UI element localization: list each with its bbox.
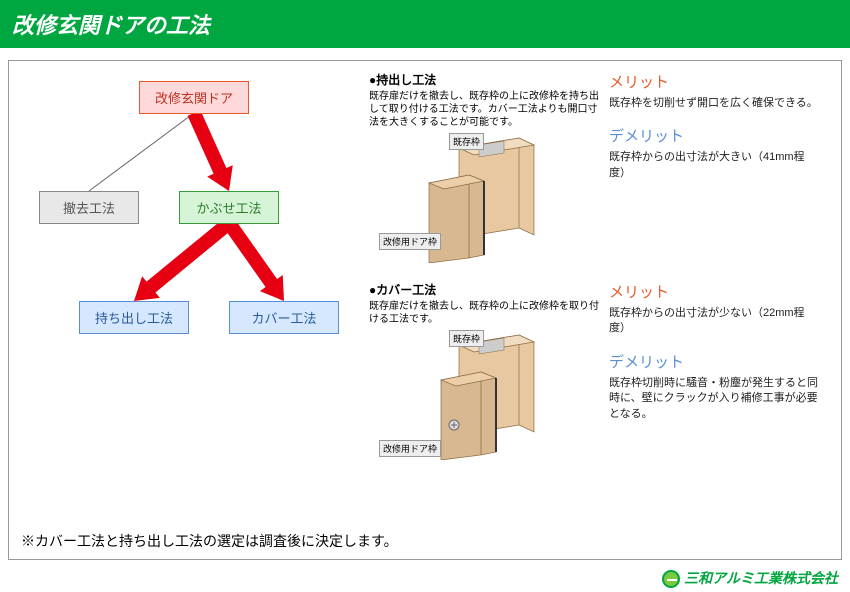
- company-logo: 三和アルミ工業株式会社: [0, 564, 850, 592]
- merit-heading: メリット: [609, 281, 819, 302]
- method-info: メリット 既存枠からの出寸法が少ない（22mm程度） デメリット 既存枠切削時に…: [609, 281, 819, 460]
- demerit-text: 既存枠からの出寸法が大きい（41mm程度）: [609, 150, 819, 181]
- method-desc: 既存扉だけを撤去し、既存枠の上に改修枠を取り付ける工法です。: [369, 300, 599, 326]
- flowchart-node-remove: 撤去工法: [39, 191, 139, 224]
- label-new-frame: 改修用ドア枠: [379, 440, 441, 457]
- method-title: ●カバー工法: [369, 281, 599, 298]
- flowchart-node-kaba: カバー工法: [229, 301, 339, 334]
- method-block-mochidashi: ●持出し工法 既存扉だけを撤去し、既存枠の上に改修枠を持ち出して取り付ける工法で…: [369, 71, 829, 263]
- method-figure: ●持出し工法 既存扉だけを撤去し、既存枠の上に改修枠を持ち出して取り付ける工法で…: [369, 71, 599, 263]
- frame-illustration: 既存枠 改修用ドア枠: [369, 133, 599, 263]
- demerit-heading: デメリット: [609, 351, 819, 372]
- merit-text: 既存枠を切削せず開口を広く確保できる。: [609, 96, 819, 111]
- logo-mark-icon: [662, 570, 680, 588]
- label-existing-frame: 既存枠: [449, 133, 484, 150]
- footnote: ※カバー工法と持ち出し工法の選定は調査後に決定します。: [21, 531, 398, 551]
- label-existing-frame: 既存枠: [449, 330, 484, 347]
- page-title: 改修玄関ドアの工法: [0, 0, 850, 48]
- merit-heading: メリット: [609, 71, 819, 92]
- flowchart-edges: [19, 71, 359, 391]
- flowchart-node-cover: かぶせ工法: [179, 191, 279, 224]
- method-title: ●持出し工法: [369, 71, 599, 88]
- demerit-heading: デメリット: [609, 125, 819, 146]
- company-name: 三和アルミ工業株式会社: [684, 570, 838, 586]
- main-panel: 改修玄関ドア撤去工法 かぶせ工法持ち出し工法 カバー工法 ●持出し工法 既存扉だけを…: [8, 60, 842, 560]
- flowchart-node-root: 改修玄関ドア: [139, 81, 249, 114]
- label-new-frame: 改修用ドア枠: [379, 233, 441, 250]
- method-desc: 既存扉だけを撤去し、既存枠の上に改修枠を持ち出して取り付ける工法です。カバー工法…: [369, 90, 599, 129]
- flowchart: 改修玄関ドア撤去工法 かぶせ工法持ち出し工法 カバー工法: [19, 71, 359, 391]
- demerit-text: 既存枠切削時に騒音・粉塵が発生すると同時に、壁にクラックが入り補修工事が必要とな…: [609, 376, 819, 422]
- method-info: メリット 既存枠を切削せず開口を広く確保できる。 デメリット 既存枠からの出寸法…: [609, 71, 819, 263]
- merit-text: 既存枠からの出寸法が少ない（22mm程度）: [609, 306, 819, 337]
- method-block-cover: ●カバー工法 既存扉だけを撤去し、既存枠の上に改修枠を取り付ける工法です。 既存…: [369, 281, 829, 460]
- method-figure: ●カバー工法 既存扉だけを撤去し、既存枠の上に改修枠を取り付ける工法です。 既存…: [369, 281, 599, 460]
- frame-illustration: 既存枠 改修用ドア枠: [369, 330, 599, 460]
- flowchart-node-mochi: 持ち出し工法: [79, 301, 189, 334]
